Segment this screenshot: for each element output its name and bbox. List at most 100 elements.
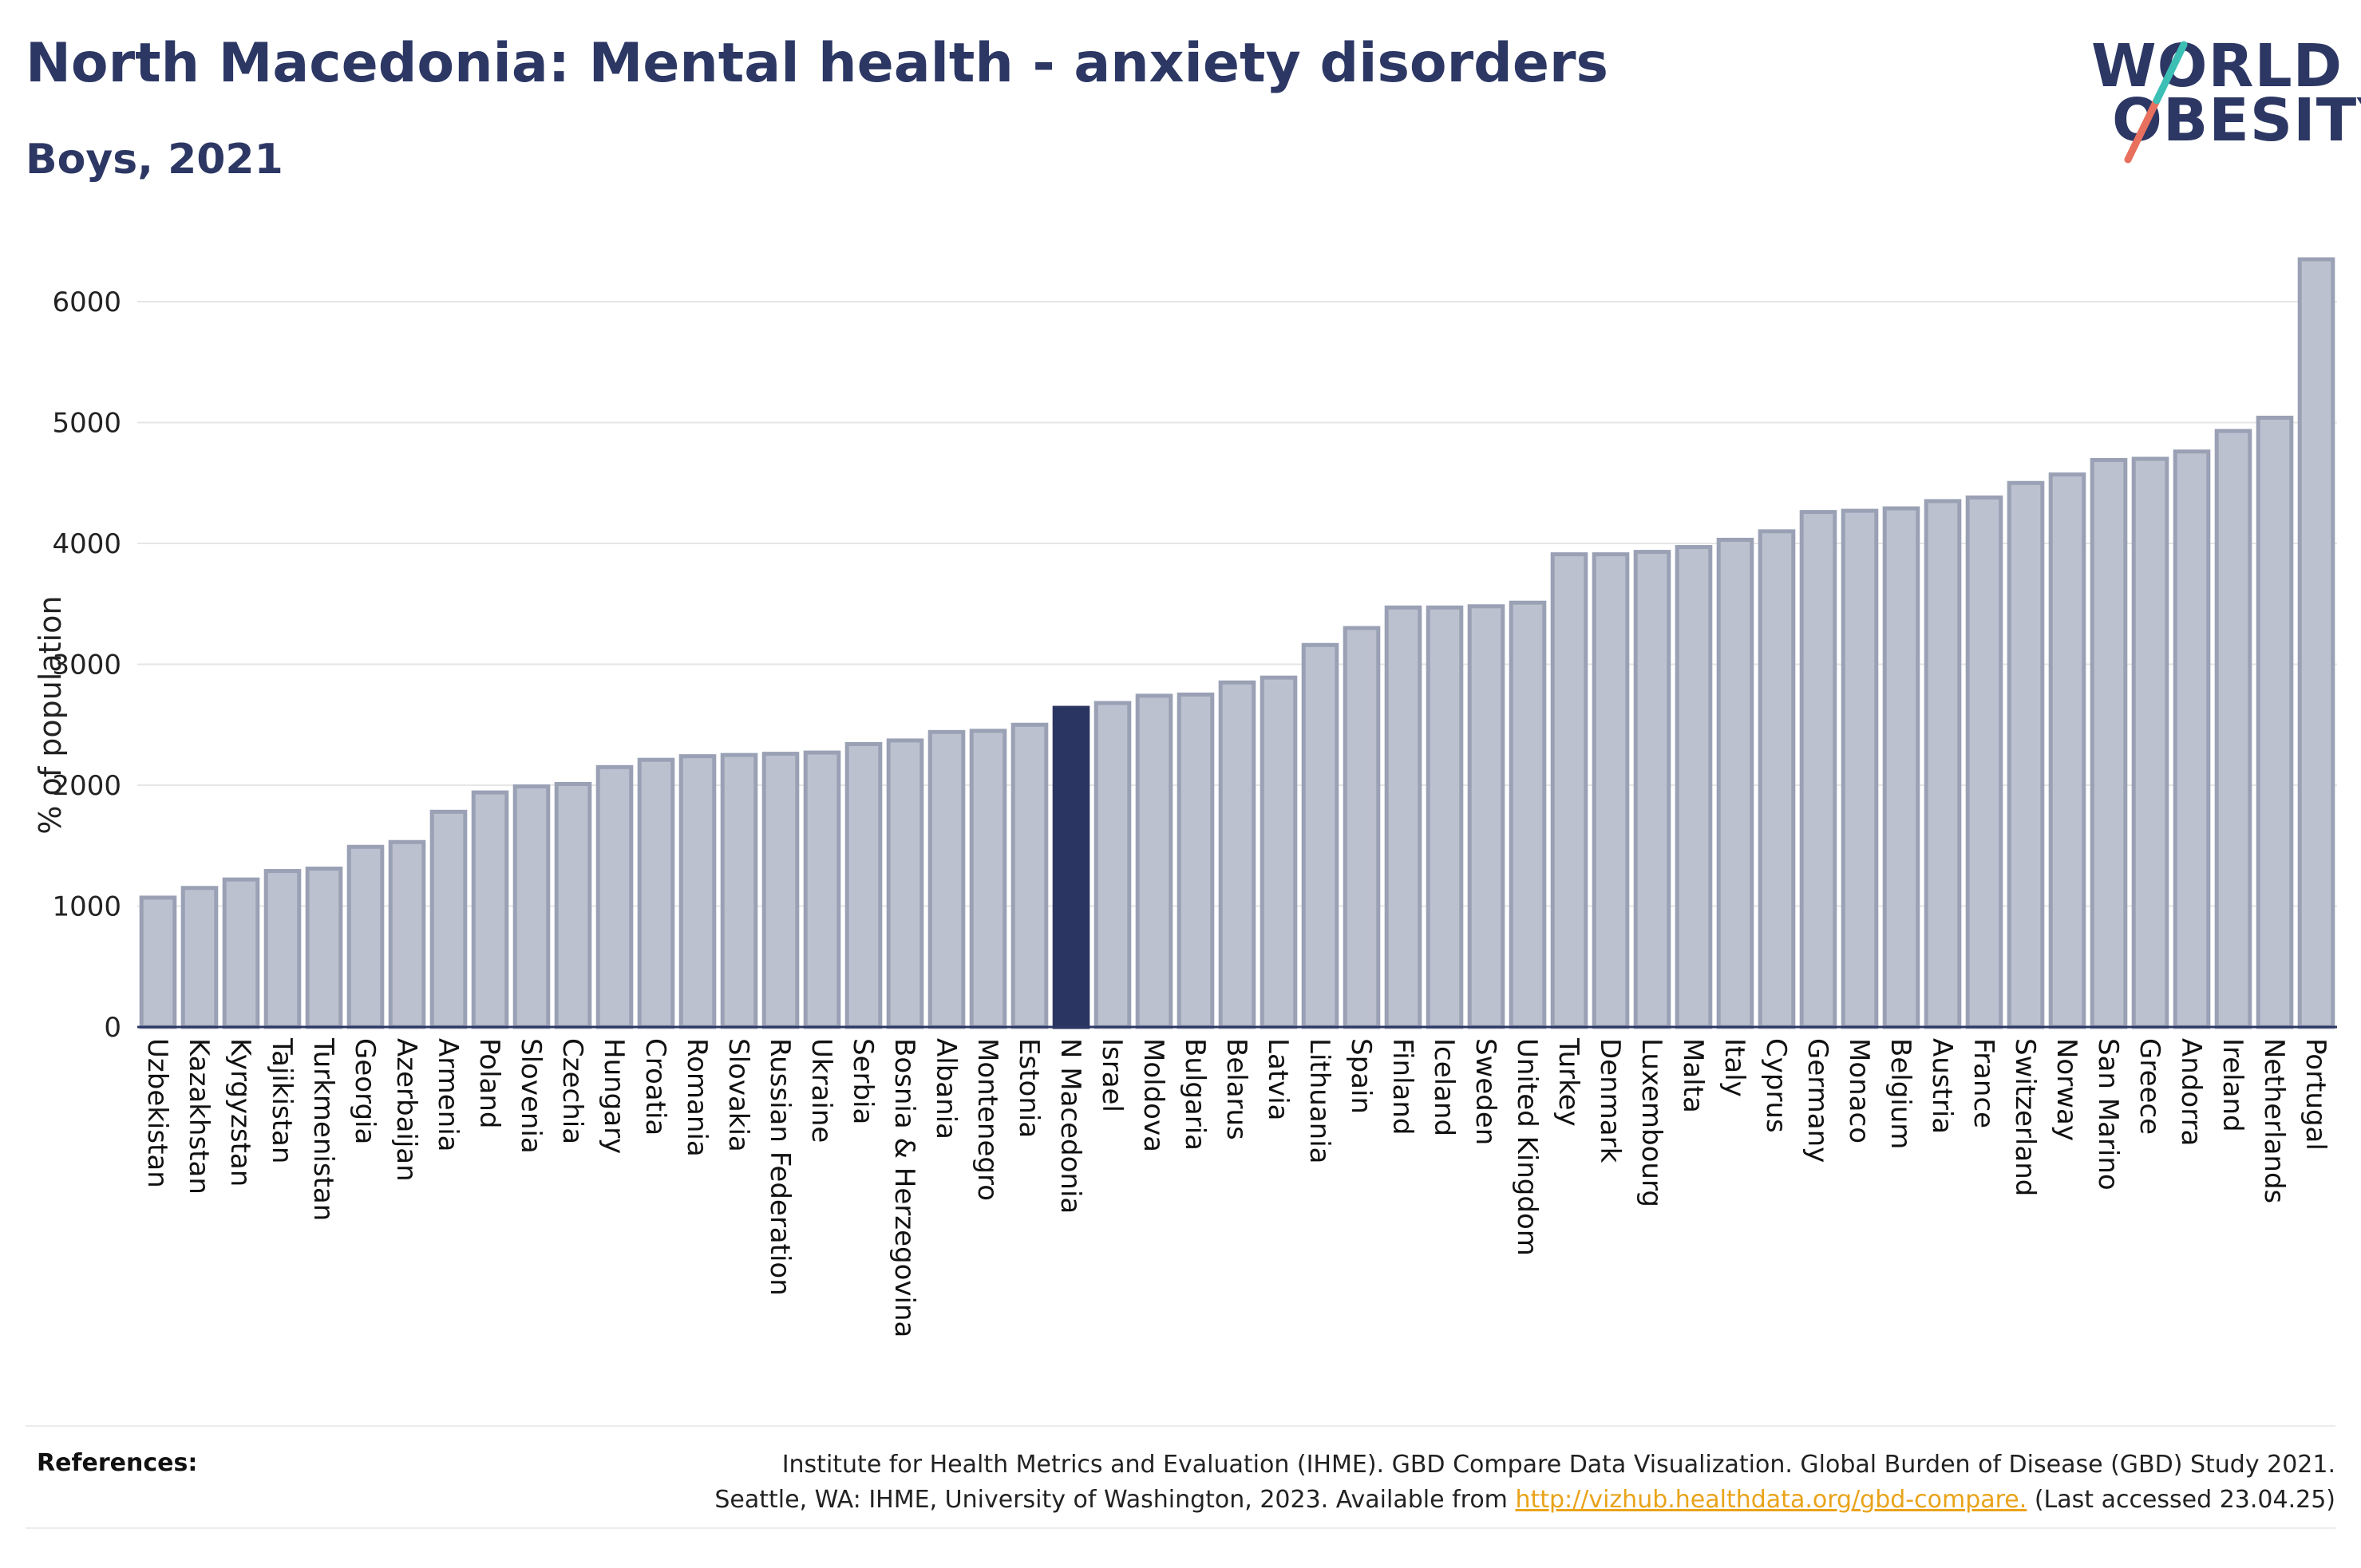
y-tick-label: 1000: [52, 891, 121, 923]
bar: [969, 729, 1007, 1029]
bar: [1426, 605, 1464, 1029]
bar: [1841, 508, 1879, 1029]
y-tick-label: 5000: [52, 408, 121, 440]
x-tick-label: Malta: [1677, 1038, 1709, 1113]
logo-slash-icon: [2124, 41, 2188, 164]
x-tick-label: Norway: [2051, 1038, 2082, 1141]
x-tick-label: Romania: [681, 1038, 713, 1157]
x-tick-label: Israel: [1096, 1038, 1128, 1112]
bar: [1467, 604, 1505, 1029]
references-line2: Seattle, WA: IHME, University of Washing…: [714, 1483, 2335, 1518]
x-tick-label: Tajikistan: [266, 1037, 298, 1163]
x-tick-label: Belarus: [1220, 1038, 1252, 1140]
bar: [222, 877, 260, 1029]
x-tick-label: Greece: [2134, 1038, 2165, 1135]
x-tick-label: Russian Federation: [764, 1038, 796, 1296]
bar: [471, 790, 509, 1029]
bar: [761, 752, 800, 1029]
bar: [1633, 550, 1671, 1029]
x-tick-label: Latvia: [1262, 1038, 1294, 1121]
bar: [1799, 510, 1837, 1029]
x-tick-label: N Macedonia: [1054, 1038, 1086, 1214]
bar: [595, 764, 634, 1029]
bar: [1550, 552, 1588, 1029]
bar: [1343, 626, 1381, 1029]
y-tick-label: 2000: [52, 770, 121, 802]
x-tick-label: Hungary: [598, 1038, 630, 1154]
bar: [512, 784, 551, 1029]
x-tick-label: Lithuania: [1303, 1038, 1335, 1163]
bar: [803, 750, 841, 1029]
x-tick-label: Slovenia: [515, 1038, 547, 1154]
bar: [1882, 506, 1920, 1029]
y-tick-label: 3000: [52, 650, 121, 681]
page-subtitle: Boys, 2021: [26, 136, 283, 184]
bar: [1965, 495, 2003, 1029]
x-tick-label: Poland: [473, 1038, 505, 1129]
bar: [1301, 642, 1339, 1029]
logo-word-obesity: OBESITY: [2112, 86, 2361, 155]
bar: [346, 844, 385, 1029]
x-tick-label: Bulgaria: [1179, 1038, 1211, 1151]
bar: [2048, 472, 2086, 1029]
bar: [1218, 680, 1256, 1029]
x-tick-label: Austria: [1926, 1038, 1958, 1134]
x-tick-label: Moldova: [1137, 1038, 1169, 1152]
x-tick-label: Czechia: [556, 1038, 588, 1144]
bar: [263, 869, 302, 1029]
bar: [1509, 600, 1547, 1029]
bar: [180, 886, 219, 1029]
x-tick-label: Montenegro: [971, 1038, 1003, 1201]
x-tick-label: Turkmenistan: [307, 1037, 339, 1221]
bar: [2007, 480, 2045, 1029]
bar: [429, 809, 468, 1029]
references-line2-suffix: (Last accessed 23.04.25): [2027, 1486, 2335, 1514]
bar: [1758, 529, 1796, 1029]
x-tick-label: Italy: [1718, 1038, 1750, 1097]
y-tick-label: 0: [104, 1012, 121, 1044]
x-tick-label: Armenia: [432, 1038, 464, 1152]
x-tick-label: Bosnia & Herzegovina: [888, 1038, 920, 1337]
x-tick-label: Sweden: [1469, 1038, 1501, 1145]
bar: [1260, 675, 1298, 1029]
x-tick-label: United Kingdom: [1511, 1038, 1543, 1256]
bar: [1052, 705, 1090, 1029]
x-tick-label: Cyprus: [1760, 1038, 1792, 1133]
bar: [927, 729, 966, 1029]
x-tick-label: Kyrgyzstan: [224, 1038, 256, 1187]
bar: [1010, 722, 1049, 1029]
page-title: North Macedonia: Mental health - anxiety…: [26, 32, 1608, 95]
bar: [2131, 456, 2169, 1029]
bar: [2173, 449, 2211, 1029]
x-tick-label: Albania: [930, 1038, 962, 1139]
x-tick-label: Serbia: [847, 1038, 879, 1124]
bar: [720, 752, 758, 1029]
bar: [1177, 692, 1215, 1029]
x-tick-label: San Marino: [2092, 1038, 2124, 1191]
bar: [2090, 457, 2128, 1029]
x-tick-label: Estonia: [1013, 1038, 1045, 1138]
bar: [1384, 605, 1422, 1029]
x-tick-label: Netherlands: [2258, 1038, 2290, 1203]
y-axis-label: % of population: [33, 596, 68, 835]
x-tick-label: Turkey: [1552, 1037, 1584, 1127]
bar: [1675, 545, 1713, 1029]
x-tick-label: Slovakia: [722, 1038, 754, 1152]
bar: [886, 738, 924, 1029]
bar-chart: 0 1000 2000 3000 4000 5000 6000 % of population…: [33, 257, 2337, 1337]
bar: [844, 741, 883, 1029]
x-tick-label: Iceland: [1428, 1038, 1460, 1136]
references-label: References:: [37, 1449, 198, 1477]
bar: [1135, 693, 1173, 1029]
logo-word-world: WORLD: [2091, 32, 2343, 101]
x-tick-label: Spain: [1345, 1038, 1377, 1114]
references-link[interactable]: http://vizhub.healthdata.org/gbd-compare…: [1515, 1486, 2027, 1514]
x-tick-label: Luxembourg: [1635, 1038, 1667, 1207]
x-tick-label: Ukraine: [805, 1038, 837, 1143]
bar: [678, 754, 717, 1029]
world-obesity-logo: WORLD OBESITY: [2083, 32, 2361, 168]
bar: [305, 867, 343, 1029]
y-tick-label: 4000: [52, 528, 121, 560]
bar: [637, 757, 675, 1029]
bar: [2297, 257, 2335, 1029]
